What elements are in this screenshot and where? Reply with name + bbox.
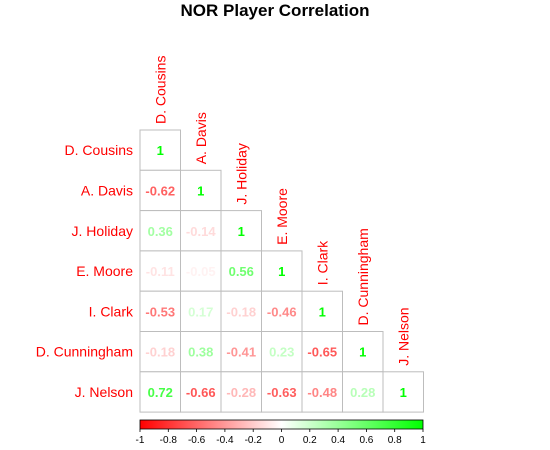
heatmap-cell-6-1 [180, 371, 222, 413]
cell-value-label: 0.17 [188, 304, 213, 319]
heatmap-cell-5-2 [220, 331, 262, 373]
heatmap-cell-3-3 [261, 250, 303, 292]
heatmap-cell-5-0 [139, 331, 181, 373]
cell-value-label: 1 [238, 224, 245, 239]
heatmap-cell-6-3 [261, 371, 303, 413]
cell-value-label: 0.36 [148, 224, 173, 239]
legend-tick-label: -0.2 [245, 435, 263, 446]
cell-value-label: -0.53 [145, 304, 175, 319]
row-label-d-cousins: D. Cousins [65, 142, 133, 158]
color-scale-bar [139, 419, 424, 430]
cell-value-label: 1 [197, 183, 204, 198]
heatmap-cell-5-4 [301, 331, 343, 373]
legend-tick-label: 0.2 [303, 435, 317, 446]
heatmap-cell-4-3 [261, 290, 303, 333]
cell-value-label: -0.41 [226, 345, 256, 360]
heatmap-cell-6-6 [382, 371, 424, 413]
column-label-j-holiday: J. Holiday [233, 143, 249, 204]
column-label-j-nelson: J. Nelson [395, 307, 411, 365]
heatmap-cell-2-2 [220, 210, 262, 252]
heatmap-cell-0-0 [139, 129, 181, 171]
cell-value-label: -0.65 [307, 345, 337, 360]
heatmap-cell-6-5 [342, 371, 384, 413]
cell-value-label: -0.46 [267, 304, 297, 319]
column-label-d-cousins: D. Cousins [152, 56, 168, 124]
cell-value-label: 0.72 [148, 385, 173, 400]
column-label-i-clark: I. Clark [314, 240, 330, 285]
legend-tick-label: 0.8 [388, 435, 402, 446]
cell-value-label: 1 [400, 385, 407, 400]
cell-value-label: -0.05 [186, 264, 216, 279]
column-label-e-moore: E. Moore [274, 188, 290, 245]
cell-value-label: -0.18 [226, 304, 256, 319]
color-legend: -1 -0.8 -0.6 -0.4 -0.2 0 0.2 0.4 0.6 0.8 1 [136, 419, 426, 446]
chart-title: NOR Player Correlation [181, 1, 370, 20]
heatmap-cell-4-1 [180, 290, 222, 333]
cell-value-label: -0.14 [186, 224, 216, 239]
row-label-i-clark: I. Clark [89, 303, 134, 319]
row-label-a-davis: A. Davis [81, 182, 133, 198]
cell-value-label: 1 [157, 143, 164, 158]
cell-value-label: -0.48 [307, 385, 337, 400]
heatmap-cell-3-1 [180, 250, 222, 292]
variable-labels: D. Cousins A. Davis J. Holiday E. Moore I. C… [36, 56, 412, 400]
color-scale-ticks: -1 -0.8 -0.6 -0.4 -0.2 0 0.2 0.4 0.6 0.8 1 [136, 429, 426, 446]
row-label-e-moore: E. Moore [76, 263, 133, 279]
heatmap-cell-5-1 [180, 331, 222, 373]
column-label-a-davis: A. Davis [193, 112, 209, 164]
legend-tick-label: -1 [136, 435, 145, 446]
cell-value-label: 0.28 [350, 385, 375, 400]
heatmap-cell-5-3 [261, 331, 303, 373]
cell-value-label: -0.66 [186, 385, 216, 400]
legend-tick-label: 0.4 [331, 435, 345, 446]
row-label-d-cunningham: D. Cunningham [36, 344, 133, 360]
cell-value-label: -0.28 [226, 385, 256, 400]
cell-value-label: -0.18 [145, 345, 175, 360]
heatmap-cells: 1 -0.62 1 0.36 -0.14 1 -0.11 -0.05 0.56 1 -0.53 0.1… [139, 129, 424, 413]
cell-value-label: 1 [278, 264, 285, 279]
legend-tick-label: -0.8 [160, 435, 178, 446]
heatmap-cell-6-0 [139, 371, 181, 413]
cell-value-label: -0.11 [146, 264, 175, 279]
cell-value-label: 0.23 [269, 345, 294, 360]
cell-value-label: 1 [319, 304, 326, 319]
cell-value-label: -0.62 [145, 183, 175, 198]
cell-value-label: 0.38 [188, 345, 213, 360]
legend-tick-label: -0.4 [216, 435, 234, 446]
legend-tick-label: 0 [279, 435, 285, 446]
cell-value-label: 0.56 [229, 264, 254, 279]
legend-tick-label: -0.6 [188, 435, 206, 446]
cell-value-label: -0.63 [267, 385, 297, 400]
row-label-j-holiday: J. Holiday [72, 223, 133, 239]
heatmap-cell-5-5 [342, 331, 384, 373]
legend-tick-label: 1 [420, 435, 426, 446]
cell-value-label: 1 [359, 345, 366, 360]
heatmap-cell-1-0 [139, 169, 181, 212]
legend-tick-label: 0.6 [359, 435, 373, 446]
column-label-d-cunningham: D. Cunningham [355, 228, 371, 325]
row-label-j-nelson: J. Nelson [75, 384, 133, 400]
